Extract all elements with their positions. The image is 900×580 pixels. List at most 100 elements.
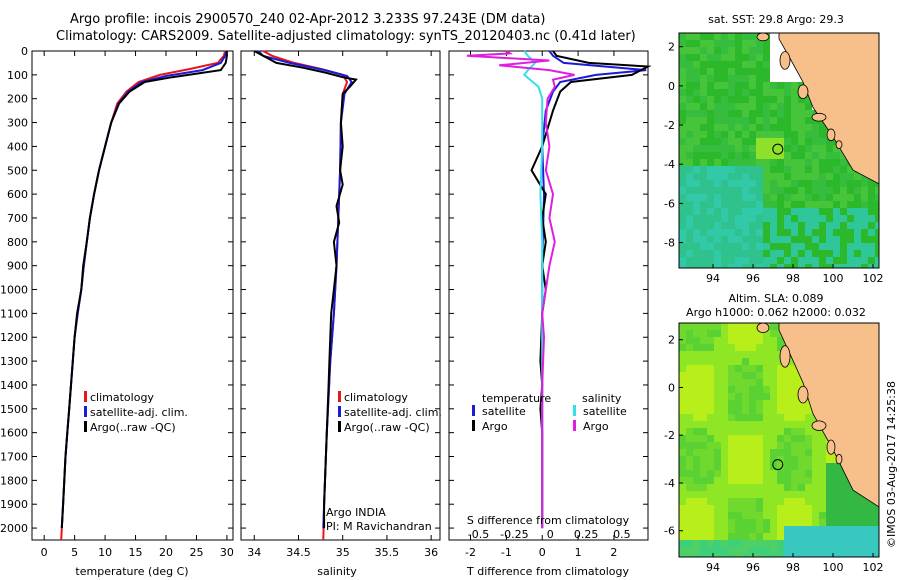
- sst-map-cell: [679, 152, 686, 159]
- sst-map-cell: [714, 82, 721, 89]
- sla-map-cell: [679, 484, 686, 491]
- sst-map-cell: [840, 264, 847, 268]
- sla-map-cell: [679, 554, 686, 557]
- sst-map-cell: [707, 68, 714, 75]
- sst-map-cell: [812, 187, 819, 194]
- sla-map-cell: [707, 393, 714, 400]
- difference-s-tick-label: -0.25: [500, 528, 528, 541]
- sst-map-cell: [686, 40, 693, 47]
- sla-map-cell: [700, 337, 707, 344]
- sst-map-cell: [868, 250, 875, 257]
- sst-map-cell: [805, 166, 812, 173]
- sla-map-cell: [826, 547, 833, 554]
- sst-map-cell: [784, 173, 791, 180]
- sst-map-xtick-label: 100: [823, 272, 844, 285]
- sla-map-cell: [714, 400, 721, 407]
- sla-map-cell: [798, 400, 805, 407]
- sla-map-cell: [784, 484, 791, 491]
- sla-map-cell: [742, 512, 749, 519]
- sst-map-cell: [749, 250, 756, 257]
- sst-map-cell: [791, 145, 798, 152]
- sst-map-cell: [735, 82, 742, 89]
- sla-map-cell: [805, 428, 812, 435]
- sla-map-cell: [763, 540, 770, 547]
- sst-map-cell: [707, 215, 714, 222]
- sst-map-cell: [770, 54, 777, 61]
- sst-map-cell: [714, 201, 721, 208]
- sla-map-cell: [735, 400, 742, 407]
- sla-map-cell: [721, 372, 728, 379]
- sst-map-cell: [749, 75, 756, 82]
- sla-map-cell: [721, 344, 728, 351]
- sla-map-cell: [819, 526, 826, 533]
- sla-map-cell: [777, 547, 784, 554]
- sst-map-cell: [749, 40, 756, 47]
- sst-map-cell: [784, 75, 791, 82]
- sla-map-ytick-label: -4: [664, 477, 675, 490]
- sla-map-cell: [714, 428, 721, 435]
- sst-map-cell: [679, 215, 686, 222]
- sla-map-cell: [728, 358, 735, 365]
- sst-map-cell: [840, 166, 847, 173]
- sst-map-cell: [777, 250, 784, 257]
- sst-map-cell: [735, 54, 742, 61]
- sst-map-cell: [749, 257, 756, 264]
- sst-map-cell: [721, 103, 728, 110]
- sla-map-cell: [686, 323, 693, 330]
- sst-map-cell: [728, 131, 735, 138]
- sst-map-cell: [707, 257, 714, 264]
- sst-map-cell: [728, 117, 735, 124]
- sst-map-cell: [805, 131, 812, 138]
- sst-map-cell: [707, 187, 714, 194]
- sla-map-cell: [868, 526, 875, 533]
- sla-map-cell: [693, 470, 700, 477]
- sst-map-cell: [840, 173, 847, 180]
- sla-map-cell: [700, 435, 707, 442]
- sst-map-cell: [693, 103, 700, 110]
- depth-tick-label: 1800: [0, 474, 28, 487]
- sla-map-cell: [742, 505, 749, 512]
- sla-map-cell: [693, 505, 700, 512]
- sst-map-cell: [875, 222, 879, 229]
- sla-map-cell: [700, 344, 707, 351]
- sst-map-cell: [679, 208, 686, 215]
- sst-map-cell: [693, 194, 700, 201]
- temperature-legend-label: satellite-adj. clim.: [90, 406, 188, 419]
- sla-map-cell: [707, 519, 714, 526]
- sst-map-cell: [770, 75, 777, 82]
- sla-map-cell: [721, 491, 728, 498]
- sla-map-cell: [770, 428, 777, 435]
- sst-map-cell: [791, 103, 798, 110]
- depth-tick-label: 200: [7, 93, 28, 106]
- sla-map-cell: [854, 554, 861, 557]
- sla-map-cell: [791, 456, 798, 463]
- sst-map-cell: [756, 54, 763, 61]
- sst-map-cell: [735, 257, 742, 264]
- sst-map-cell: [742, 68, 749, 75]
- sst-map-cell: [819, 138, 826, 145]
- sst-map-cell: [693, 264, 700, 268]
- sla-map-cell: [770, 456, 777, 463]
- sla-map-island: [797, 385, 809, 404]
- sst-map-cell: [854, 208, 861, 215]
- difference-s-tick-label: 0.5: [613, 528, 631, 541]
- sst-map-cell: [707, 124, 714, 131]
- difference-s-tick-label: 0.25: [574, 528, 599, 541]
- sla-map-cell: [679, 470, 686, 477]
- sst-map-cell: [679, 68, 686, 75]
- sst-map-cell: [735, 103, 742, 110]
- sla-map-cell: [686, 414, 693, 421]
- sla-map-cell: [728, 533, 735, 540]
- temperature-xtick-label: 10: [98, 546, 112, 559]
- sst-map-cell: [763, 264, 770, 268]
- sla-map-cell: [756, 449, 763, 456]
- sst-map-cell: [721, 82, 728, 89]
- sst-map-cell: [826, 208, 833, 215]
- sst-map-cell: [777, 117, 784, 124]
- sst-map-cell: [798, 236, 805, 243]
- sst-map-cell: [791, 68, 798, 75]
- sla-map-cell: [763, 512, 770, 519]
- sla-map-cell: [875, 505, 879, 512]
- sla-map-cell: [700, 491, 707, 498]
- sst-map-cell: [728, 40, 735, 47]
